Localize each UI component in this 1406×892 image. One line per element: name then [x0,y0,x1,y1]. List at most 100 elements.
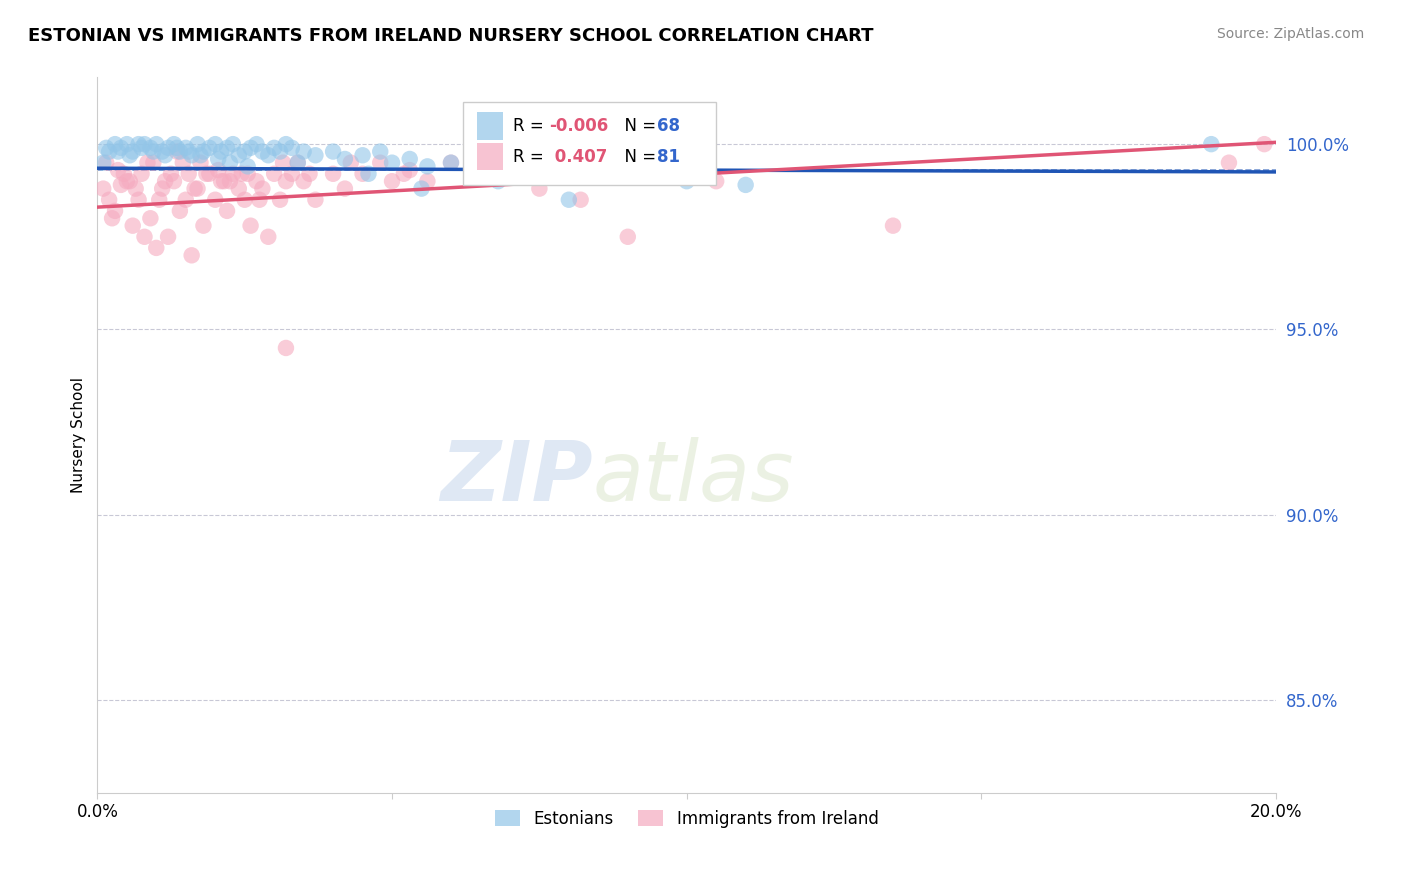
Y-axis label: Nursery School: Nursery School [72,377,86,493]
Point [298,167,321,181]
Point [236,160,259,174]
Point [228,148,250,162]
Point [166,141,188,155]
Point [153,174,176,188]
Point [392,167,415,181]
Point [416,174,439,188]
Point [233,145,256,159]
Point [96,141,118,155]
Point [675,174,697,188]
Point [219,155,242,169]
Point [398,163,420,178]
Point [98,193,121,207]
FancyBboxPatch shape [477,112,503,140]
Point [368,155,391,169]
Point [128,193,150,207]
Point [118,148,141,162]
Text: 81: 81 [657,148,681,166]
Point [339,155,361,169]
FancyBboxPatch shape [463,103,716,185]
Point [174,193,197,207]
Text: N =: N = [613,117,661,135]
Point [239,141,262,155]
Point [381,174,404,188]
Point [352,148,374,162]
Point [274,137,297,152]
Text: ESTONIAN VS IMMIGRANTS FROM IRELAND NURSERY SCHOOL CORRELATION CHART: ESTONIAN VS IMMIGRANTS FROM IRELAND NURS… [28,27,873,45]
Point [142,145,165,159]
Point [470,163,492,178]
Text: R =: R = [513,148,550,166]
Point [398,152,420,166]
Point [368,145,391,159]
Point [245,174,267,188]
Point [160,167,183,181]
Point [304,193,326,207]
Point [131,141,153,155]
Point [112,167,135,181]
Point [177,145,200,159]
Point [157,141,180,155]
Point [271,155,294,169]
Point [115,174,138,188]
Point [136,155,159,169]
Point [239,219,262,233]
Point [177,167,200,181]
Point [357,167,380,181]
Point [257,229,280,244]
Point [207,163,229,178]
Point [381,155,404,169]
Point [304,148,326,162]
Point [411,181,433,195]
Point [281,167,304,181]
Point [110,141,132,155]
Point [257,148,280,162]
Point [187,137,209,152]
Point [187,181,209,195]
Point [292,145,315,159]
Point [101,211,124,226]
Point [215,141,238,155]
Point [163,174,186,188]
Point [207,152,229,166]
Point [263,167,285,181]
Point [470,145,492,159]
Point [91,181,114,195]
Point [499,160,522,174]
Point [252,181,274,195]
Point [148,193,170,207]
Point [139,141,162,155]
Point [245,137,267,152]
Point [274,174,297,188]
Point [150,145,173,159]
Point [107,163,129,178]
Point [166,145,188,159]
Point [322,167,344,181]
Point [195,167,218,181]
Text: N =: N = [613,148,661,166]
Point [292,174,315,188]
Point [558,193,581,207]
Text: 0.407: 0.407 [548,148,607,166]
Point [104,203,127,218]
Text: Source: ZipAtlas.com: Source: ZipAtlas.com [1216,27,1364,41]
Point [546,167,568,181]
Point [416,160,439,174]
Point [228,181,250,195]
Point [169,145,191,159]
Point [440,155,463,169]
Point [121,145,143,159]
Point [440,155,463,169]
Point [180,248,202,262]
Point [193,219,215,233]
Point [107,145,129,159]
Point [145,241,167,255]
Point [98,145,121,159]
Point [169,203,191,218]
Point [322,145,344,159]
Point [110,178,132,192]
Point [486,174,509,188]
Legend: Estonians, Immigrants from Ireland: Estonians, Immigrants from Ireland [488,803,886,834]
Text: ZIP: ZIP [440,437,592,518]
Point [198,167,221,181]
